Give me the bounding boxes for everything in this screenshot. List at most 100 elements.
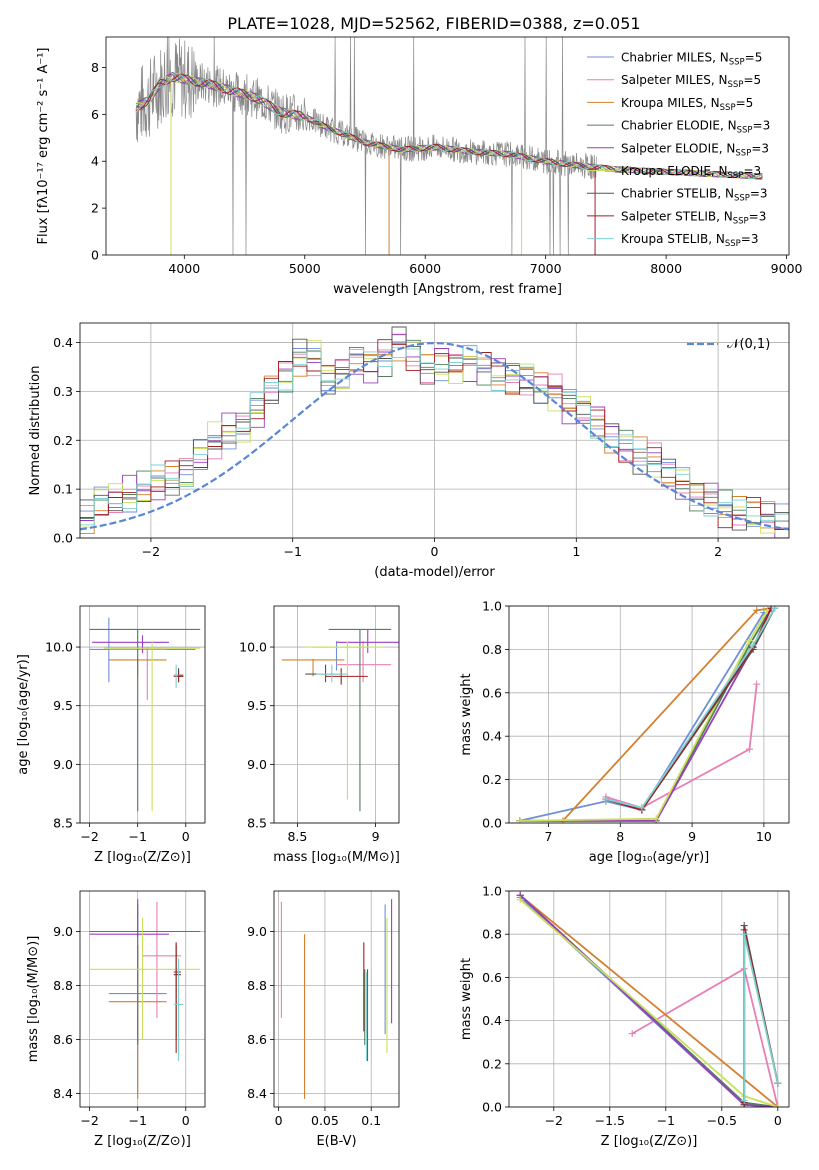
y-axis-label: Normed distribution xyxy=(28,366,43,496)
y-tick-label: 9.0 xyxy=(53,924,73,939)
y-tick-label: 0.2 xyxy=(53,433,73,448)
y-tick-label: 9.0 xyxy=(247,924,267,939)
x-tick-label: −0.5 xyxy=(707,1113,737,1128)
y-tick-label: 8.8 xyxy=(53,978,73,993)
x-tick-label: −1.5 xyxy=(595,1113,625,1128)
y-axis-label: mass [log₁₀(M/M⊙)] xyxy=(26,936,41,1063)
marker-kroupa_stelib xyxy=(774,1079,782,1087)
y-tick-label: 10.0 xyxy=(45,640,73,655)
cumulative-line-chabrier_miles xyxy=(519,612,765,822)
y-tick-label: 9.0 xyxy=(247,757,267,772)
x-axis-label: mass [log₁₀(M/M⊙)] xyxy=(273,850,400,865)
y-tick-label: 0 xyxy=(91,248,99,263)
y-tick-label: 1.0 xyxy=(482,599,502,614)
y-tick-label: 8.6 xyxy=(53,1032,73,1047)
x-tick-label: 10 xyxy=(756,829,772,844)
cumulative-line-salpeter_miles xyxy=(605,684,758,809)
y-tick-label: 0.8 xyxy=(482,927,502,942)
x-tick-label: −1 xyxy=(283,544,301,559)
axes-frame xyxy=(508,890,790,1108)
model-spectrum-kroupa_stelib xyxy=(135,72,763,180)
y-tick-label: 0.2 xyxy=(482,772,502,787)
legend-label-salpeter_miles: Salpeter MILES, NSSP=5 xyxy=(621,73,761,90)
x-axis-label: Z [log₁₀(Z/Z⊙)] xyxy=(94,1134,191,1149)
x-tick-label: 0 xyxy=(774,1113,782,1128)
x-tick-label: −1 xyxy=(128,1113,146,1128)
x-tick-label: 0 xyxy=(182,1113,190,1128)
y-tick-label: 9.0 xyxy=(53,757,73,772)
marker-kroupa_stelib xyxy=(740,1097,748,1105)
x-tick-label: −2 xyxy=(80,1113,98,1128)
panel-mass-vs-z: −2 −1 0 8.4 8.6 8.8 9.0 Z [log₁₀(Z/Z⊙)] mass [lo… xyxy=(26,890,206,1149)
x-tick-label: 0.05 xyxy=(311,1113,339,1128)
x-tick-label: −2 xyxy=(545,1113,563,1128)
y-tick-label: 8.5 xyxy=(53,816,73,831)
cumulative-line-salpeter_stelib xyxy=(605,607,772,812)
legend-label-chabrier_stelib: Chabrier STELIB, NSSP=3 xyxy=(621,187,768,204)
plot-content xyxy=(135,37,763,255)
y-tick-label: 0.0 xyxy=(482,816,502,831)
plot-content xyxy=(516,606,779,823)
y-tick-label: 0.3 xyxy=(53,384,73,399)
model-spectrum-salpeter_elodie xyxy=(135,73,763,179)
marker-kroupa_stelib xyxy=(740,930,748,938)
plot-content xyxy=(281,628,399,812)
axes-frame xyxy=(273,890,400,1108)
legend-label-kroupa_stelib: Kroupa STELIB, NSSP=3 xyxy=(621,232,759,249)
y-tick-label: 8.6 xyxy=(247,1032,267,1047)
y-tick-label: 0.1 xyxy=(53,482,73,497)
x-tick-label: 2 xyxy=(714,544,722,559)
y-tick-label: 0.4 xyxy=(482,729,502,744)
y-tick-label: 2 xyxy=(91,201,99,216)
marker-salpeter_miles xyxy=(746,745,754,753)
marker-kroupa_stelib xyxy=(771,606,779,612)
x-tick-label: 9 xyxy=(688,829,696,844)
y-tick-label: 9.5 xyxy=(53,698,73,713)
plot-area xyxy=(274,891,399,1107)
y-tick-label: 10.0 xyxy=(239,640,267,655)
axes-frame xyxy=(273,605,400,824)
axes-frame xyxy=(79,890,206,1108)
x-tick-label: 1 xyxy=(572,544,580,559)
legend-label-salpeter_elodie: Salpeter ELODIE, NSSP=3 xyxy=(621,141,769,158)
x-tick-label: 9000 xyxy=(771,261,803,276)
histogram-salpeter_stelib xyxy=(80,339,789,530)
marker-kroupa_elodie xyxy=(774,1103,782,1107)
plot-content xyxy=(516,891,782,1107)
y-tick-label: 8.8 xyxy=(247,978,267,993)
x-tick-label: 7 xyxy=(545,829,553,844)
y-tick-label: 0.4 xyxy=(482,1013,502,1028)
y-tick-label: 0.0 xyxy=(53,531,73,546)
y-tick-label: 8.4 xyxy=(53,1086,73,1101)
legend-label-salpeter_stelib: Salpeter STELIB, NSSP=3 xyxy=(621,209,766,226)
x-axis-label: (data-model)/error xyxy=(374,565,495,580)
y-axis-label: Flux [fλ10⁻¹⁷ erg cm⁻² s⁻¹ A⁻¹] xyxy=(36,48,51,245)
cumulative-line-kroupa_stelib xyxy=(605,607,776,809)
y-tick-label: 1.0 xyxy=(482,884,502,899)
x-tick-label: 0 xyxy=(431,544,439,559)
x-axis-label: E(B-V) xyxy=(316,1134,356,1149)
y-tick-label: 8 xyxy=(91,60,99,75)
plot-content xyxy=(80,326,789,538)
x-tick-label: 8000 xyxy=(650,261,682,276)
marker-salpeter_miles xyxy=(753,680,761,688)
x-tick-label: −2 xyxy=(80,829,98,844)
x-tick-label: 6000 xyxy=(409,261,441,276)
marker-kroupa_elodie xyxy=(652,815,660,823)
panel-cumulative-mass-weight-vs-z: −2 −1.5 −1 −0.5 0 0.0 0.2 0.4 0.6 0.8 1.0 Z [log₁₀(… xyxy=(459,884,790,1149)
panel-cumulative-mass-weight-vs-age: 7 8 9 10 0.0 0.2 0.4 0.6 0.8 1.0 age [log₁₀(age/yr… xyxy=(459,599,790,865)
marker-kroupa_elodie xyxy=(516,817,524,823)
marker-kroupa_stelib xyxy=(602,795,610,803)
spectrum-legend: Chabrier MILES, NSSP=5 Salpeter MILES, NS… xyxy=(587,51,770,249)
plot-content xyxy=(280,899,393,1099)
y-tick-label: 4 xyxy=(91,154,99,169)
x-tick-label: 8.5 xyxy=(287,829,307,844)
marker-salpeter_miles xyxy=(628,1030,636,1038)
model-spectrum-salpeter_stelib xyxy=(136,73,763,180)
y-tick-label: 9.5 xyxy=(247,698,267,713)
legend-label-kroupa_elodie: Kroupa ELODIE, NSSP=3 xyxy=(621,164,761,181)
x-tick-label: 4000 xyxy=(168,261,200,276)
cumulative-line-kroupa_miles xyxy=(519,894,779,1107)
y-tick-label: 0.6 xyxy=(482,685,502,700)
